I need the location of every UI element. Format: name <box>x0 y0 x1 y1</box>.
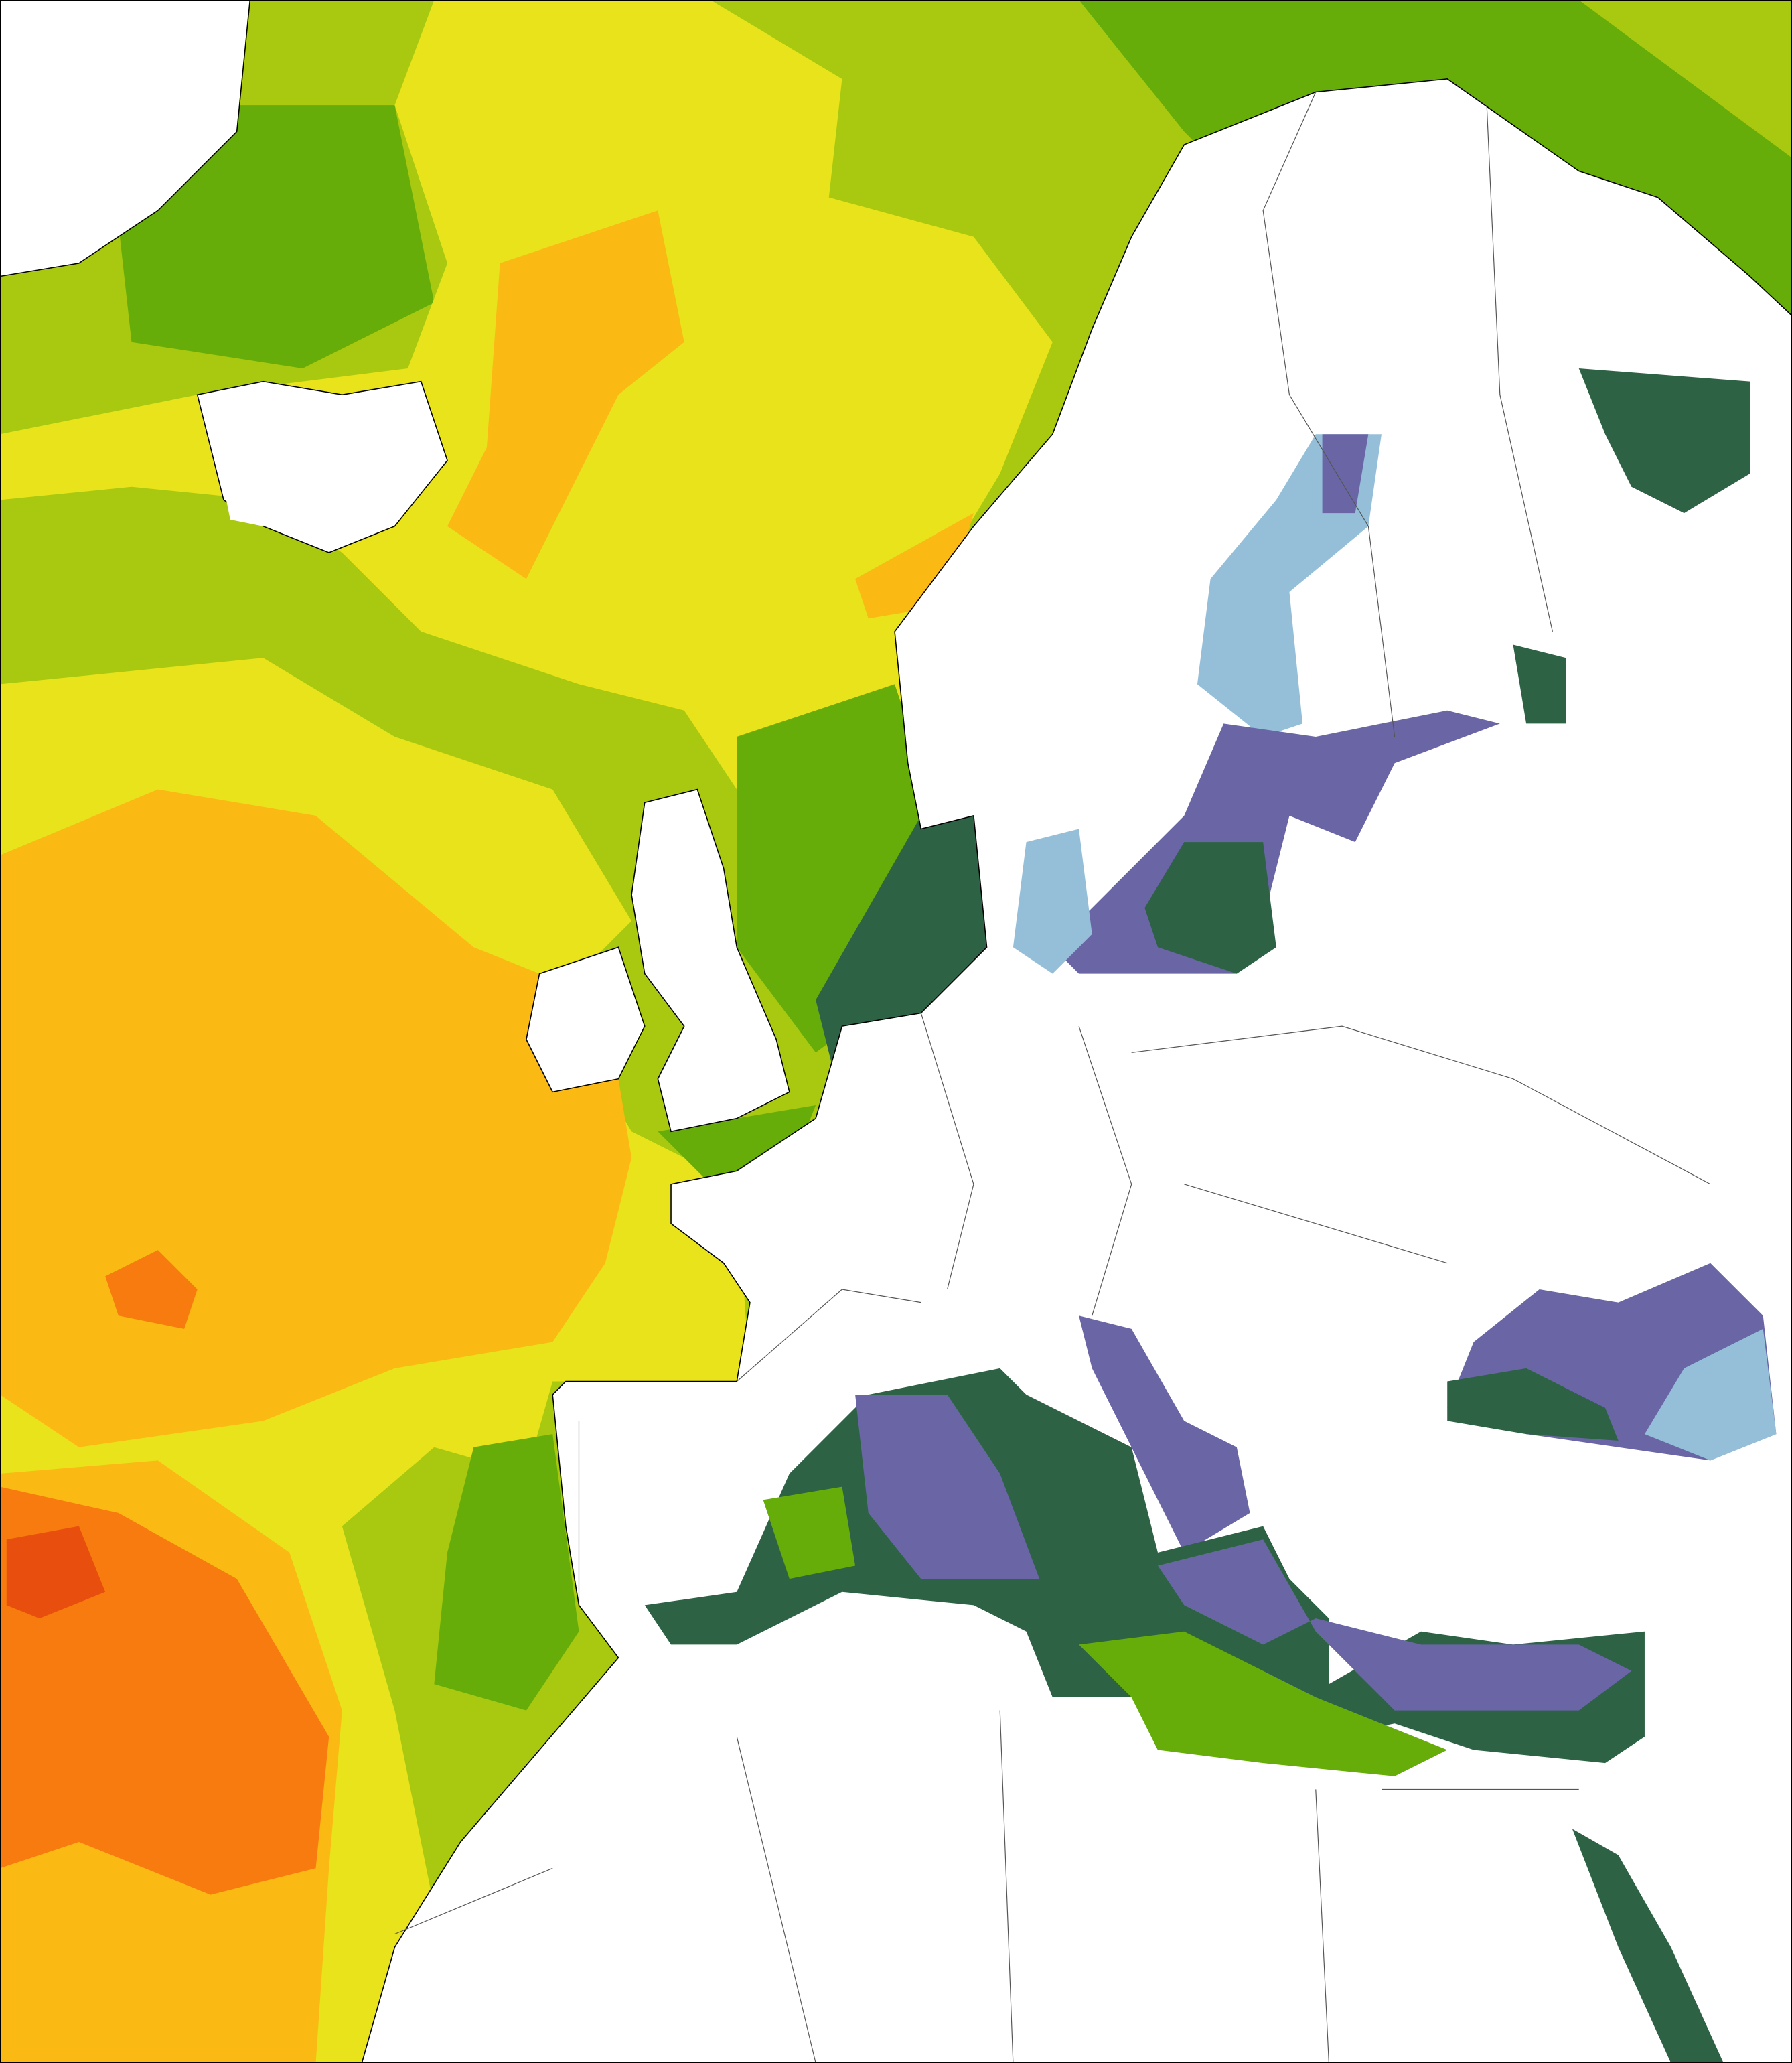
continent <box>361 78 1792 2063</box>
country-border <box>736 1013 1711 1382</box>
sea-band <box>6 1526 106 1619</box>
country-border <box>1486 105 1553 632</box>
country-border <box>1262 92 1396 737</box>
danish-straits <box>1013 829 1092 974</box>
black-sea <box>1447 1368 1619 1441</box>
inland-seas <box>224 368 1777 2063</box>
ireland <box>526 946 646 1093</box>
mediterranean <box>855 1395 1040 1579</box>
baltic-sea <box>1144 842 1276 974</box>
red-sea <box>1572 1829 1724 2063</box>
great-britain <box>631 788 790 1133</box>
white-sea <box>1578 368 1750 514</box>
greenland <box>0 0 251 277</box>
sea-band <box>447 210 684 579</box>
gulf-of-bothnia <box>1322 434 1369 514</box>
country-border <box>394 1421 1579 2063</box>
sea-band <box>434 1434 579 1711</box>
adriatic <box>1079 1315 1250 1553</box>
lake <box>1513 644 1566 724</box>
mediterranean <box>1079 1631 1448 1776</box>
borders <box>394 92 1711 2063</box>
black-sea <box>1644 1328 1777 1461</box>
sea-band <box>105 1250 198 1329</box>
mediterranean <box>1157 1539 1632 1711</box>
mediterranean <box>763 1486 856 1579</box>
iceland-fjord <box>224 474 263 526</box>
